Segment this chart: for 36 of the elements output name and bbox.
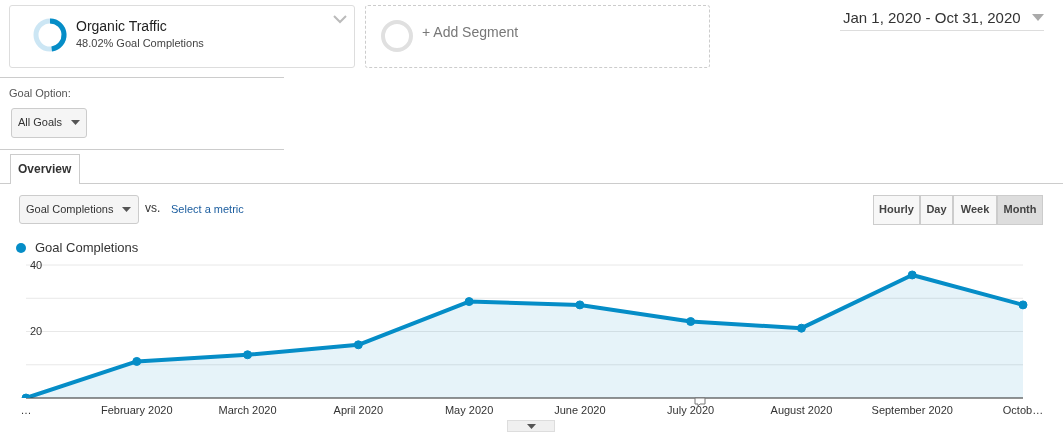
x-tick-label: March 2020 <box>218 403 277 416</box>
text: Day <box>925 203 948 215</box>
text: Overview <box>18 162 72 176</box>
text: + Add Segment <box>422 24 519 40</box>
point <box>1018 300 1028 310</box>
point <box>796 323 806 333</box>
x-tick-label: Octob… <box>1002 403 1044 416</box>
x-tick-label: April 2020 <box>333 403 384 416</box>
x-tick-label: September 2020 <box>871 403 953 416</box>
point <box>243 350 253 360</box>
text: Organic Traffic <box>76 18 167 34</box>
text: Month <box>1002 203 1038 215</box>
point <box>353 340 363 350</box>
text: Week <box>959 203 991 215</box>
legend-label: Goal Completions <box>35 240 139 255</box>
text: All Goals <box>18 116 63 128</box>
text: vs. <box>145 201 161 215</box>
text: Jan 1, 2020 - Oct 31, 2020 <box>843 9 1021 26</box>
x-tick-label: February 2020 <box>101 403 173 416</box>
point <box>132 356 142 366</box>
x-tick-label: July 2020 <box>667 403 715 416</box>
text: Goal Option: <box>9 87 71 99</box>
point <box>575 300 585 310</box>
text: Select a metric <box>171 203 244 215</box>
point <box>907 270 917 280</box>
point <box>464 297 474 307</box>
text: Goal Completions <box>26 203 114 215</box>
x-tick-label: May 2020 <box>444 403 494 416</box>
x-tick-label: … <box>20 403 32 416</box>
text: 48.02% Goal Completions <box>76 37 204 49</box>
y-tick-label: 20 <box>30 325 43 338</box>
x-tick-label: August 2020 <box>770 403 833 416</box>
text: Hourly <box>878 203 915 215</box>
point <box>686 317 696 327</box>
y-tick-label: 40 <box>30 258 43 271</box>
x-tick-label: June 2020 <box>554 403 606 416</box>
